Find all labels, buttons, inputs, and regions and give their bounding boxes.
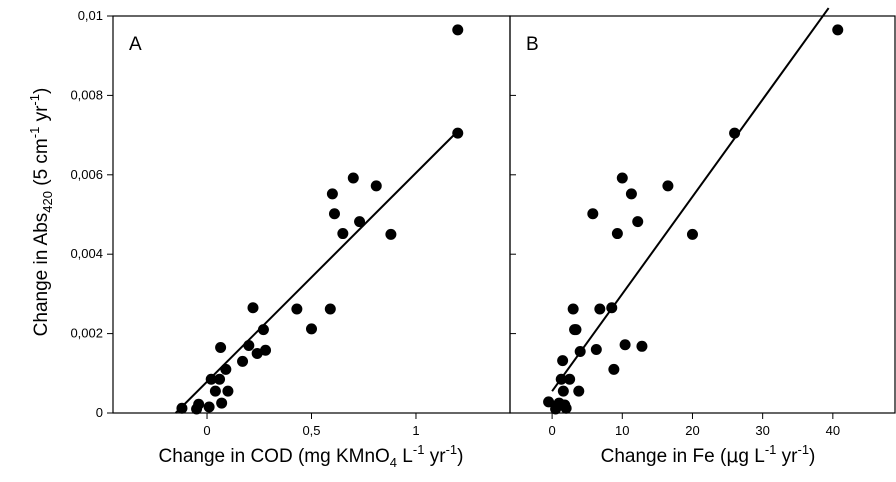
- panel-a-y-tick-label-0: 0: [96, 405, 103, 420]
- panel-b-marks: [543, 7, 844, 415]
- panel-b-fit-line: [551, 7, 830, 392]
- panel-b-point-10: [567, 303, 579, 315]
- panel-a-point-11: [237, 355, 249, 367]
- panel-b-point-24: [632, 216, 644, 228]
- panel-b-ticks: 0 10 20 30 40: [510, 15, 840, 438]
- panel-b-x-tick-label-4: 40: [826, 423, 840, 438]
- panel-b-point-9: [564, 373, 576, 385]
- panel-b-point-18: [606, 302, 618, 314]
- panel-a-marks: [174, 24, 464, 415]
- panel-a-point-4: [205, 373, 217, 385]
- panel-a-point-18: [306, 323, 317, 335]
- panel-a-label: A: [129, 34, 142, 55]
- panel-a: A 0 0,5 1 0 0,002 0,004 0,006 0,008 0,01: [70, 8, 511, 438]
- panel-b-point-8: [560, 402, 572, 414]
- x-axis-title-b: Change in Fe (μg L-1 yr-1): [601, 442, 816, 467]
- panel-b-point-14: [574, 345, 586, 357]
- x-axis-title-a: Change in COD (mg KMnO4 L-1 yr-1): [159, 442, 464, 470]
- panel-b: B 0 10 20 30 40: [509, 7, 896, 438]
- panel-a-y-tick-label-4: 0,008: [70, 87, 103, 102]
- panel-a-point-3: [203, 401, 215, 413]
- panel-a-point-12: [243, 340, 255, 352]
- panel-b-x-tick-label-1: 10: [615, 423, 629, 438]
- panel-a-point-8: [216, 397, 228, 409]
- panel-a-x-tick-label-1: 0,5: [302, 423, 320, 438]
- panel-b-point-19: [608, 363, 620, 375]
- panel-b-point-13: [573, 385, 585, 397]
- panel-b-point-12: [570, 324, 582, 336]
- panel-b-point-22: [619, 339, 631, 351]
- panel-a-point-17: [291, 303, 303, 315]
- panel-a-y-tick-label-5: 0,01: [78, 8, 103, 23]
- panel-a-point-0: [176, 402, 188, 414]
- panel-a-point-22: [337, 228, 349, 240]
- panel-a-point-21: [328, 208, 340, 220]
- panel-b-point-26: [662, 180, 674, 192]
- panel-b-point-27: [686, 228, 698, 240]
- panel-b-point-6: [557, 385, 569, 397]
- panel-b-point-20: [611, 228, 623, 240]
- panel-b-point-0: [543, 396, 555, 408]
- panel-a-frame: [112, 15, 511, 414]
- panel-a-point-26: [385, 228, 397, 240]
- panel-a-point-15: [257, 324, 269, 336]
- panel-b-point-21: [616, 172, 628, 184]
- panel-a-point-7: [215, 341, 227, 353]
- panel-a-point-20: [326, 188, 338, 200]
- panel-a-y-tick-label-3: 0,006: [70, 167, 103, 182]
- panel-b-point-4: [555, 373, 567, 385]
- panel-a-y-tick-label-1: 0,002: [70, 326, 103, 341]
- panel-a-point-27: [452, 127, 464, 139]
- panel-a-point-9: [220, 363, 232, 375]
- panel-b-point-5: [557, 355, 569, 367]
- panel-a-point-23: [347, 172, 359, 184]
- panel-a-point-25: [370, 180, 382, 192]
- panel-b-point-15: [587, 208, 599, 220]
- panel-a-x-tick-label-2: 1: [412, 423, 419, 438]
- panel-b-point-29: [832, 24, 844, 36]
- panel-b-point-25: [636, 340, 648, 352]
- panel-a-point-13: [247, 302, 259, 314]
- panel-b-point-23: [625, 188, 637, 200]
- panel-a-y-tick-label-2: 0,004: [70, 246, 103, 261]
- panel-a-fit-line: [174, 130, 459, 414]
- panel-a-point-5: [209, 385, 221, 397]
- panel-b-x-tick-label-3: 30: [755, 423, 769, 438]
- panel-a-point-24: [354, 216, 366, 228]
- panel-b-x-tick-label-0: 0: [548, 423, 555, 438]
- panel-a-point-6: [214, 373, 226, 385]
- panel-a-x-tick-label-0: 0: [203, 423, 210, 438]
- panel-b-point-28: [729, 127, 741, 139]
- panel-a-point-19: [324, 303, 336, 315]
- y-axis-title: Change in Abs420 (5 cm-1 yr-1): [27, 88, 55, 337]
- panel-a-point-14: [251, 347, 263, 359]
- panel-b-point-16: [590, 343, 602, 355]
- panel-a-point-16: [260, 344, 272, 356]
- panel-b-label: B: [526, 34, 539, 55]
- panel-a-point-28: [452, 24, 464, 36]
- panel-a-point-2: [193, 398, 205, 410]
- panel-b-point-17: [594, 303, 606, 315]
- panel-b-frame: [509, 15, 896, 414]
- panel-a-point-10: [222, 385, 234, 397]
- panel-b-x-tick-label-2: 20: [685, 423, 699, 438]
- panel-a-ticks: 0 0,5 1 0 0,002 0,004 0,006 0,008 0,01: [70, 8, 419, 438]
